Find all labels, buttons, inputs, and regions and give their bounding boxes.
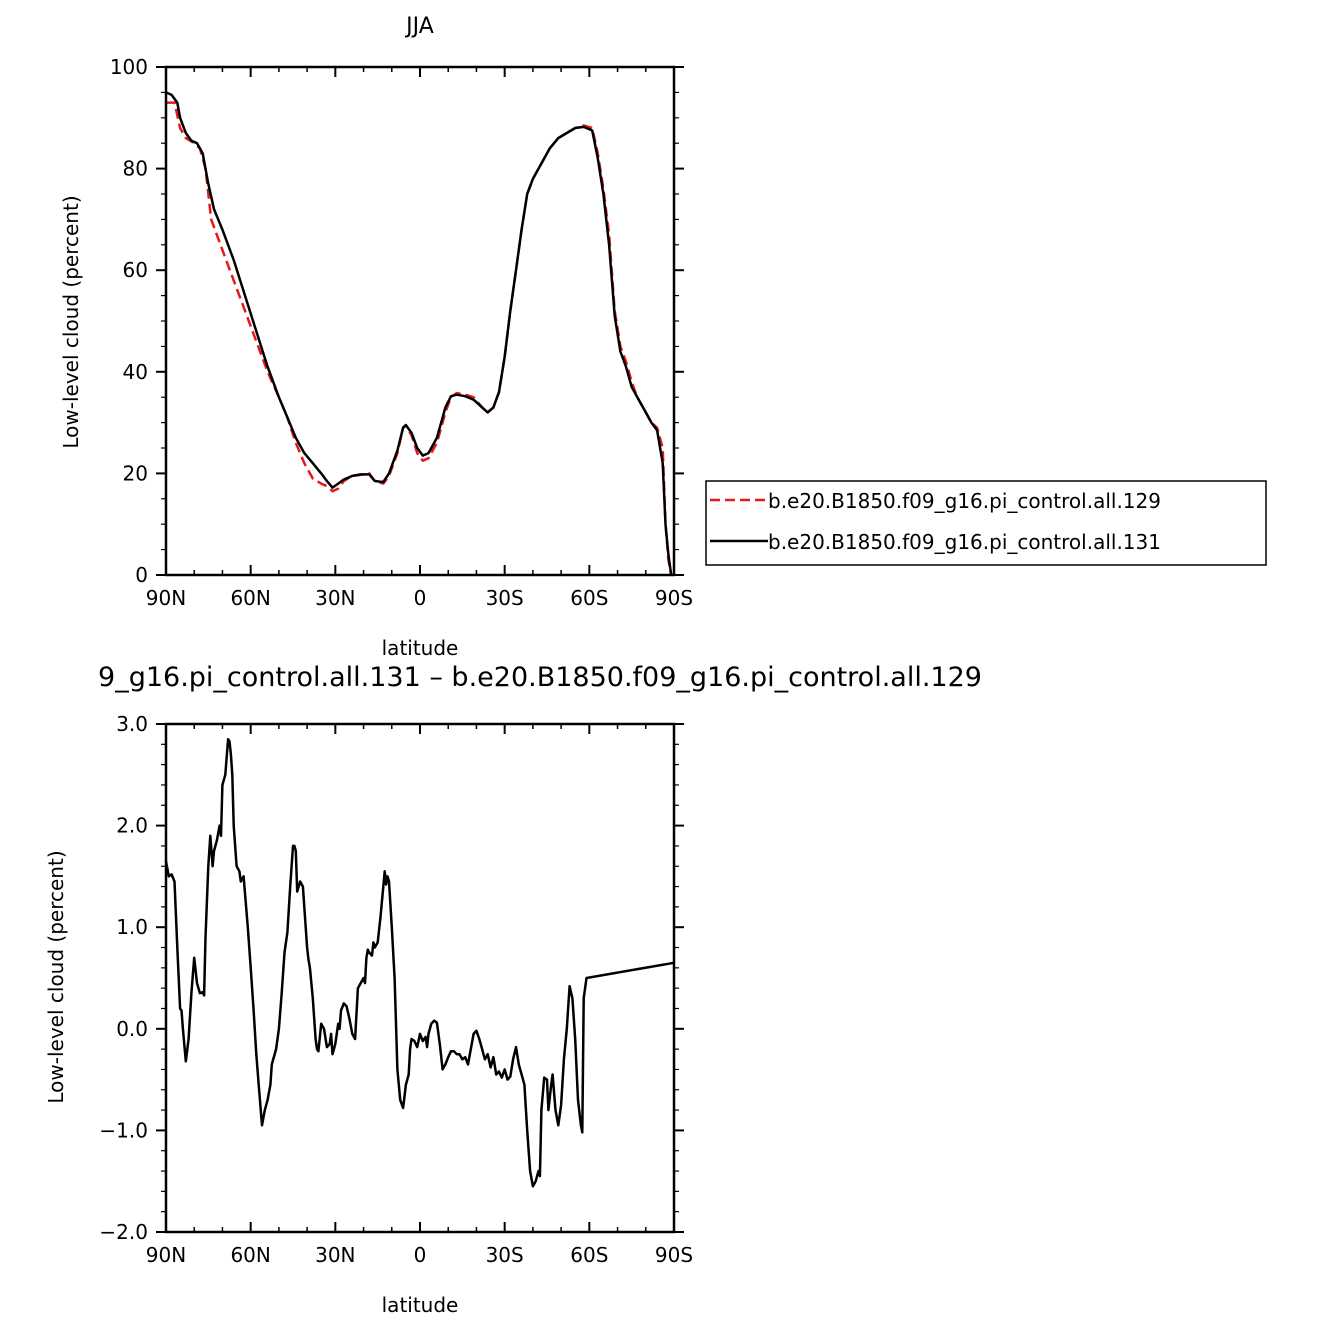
bottom-y-tick-label: −1.0 <box>99 1118 148 1142</box>
bottom-x-tick-label: 30S <box>486 1243 524 1267</box>
top-y-axis-label: Low-level cloud (percent) <box>59 195 83 448</box>
bottom-x-axis-label: latitude <box>382 1293 459 1317</box>
top-y-tick-label: 0 <box>135 563 148 587</box>
bottom-axis-ticks: 90N 60N 30N 0 30S 60S 90S −2.0 −1.0 0.0 1.0 2.0 3.0 <box>99 712 693 1267</box>
top-axis-ticks: 90N 60N 30N 0 30S 60S 90S 0 20 40 60 80 100 <box>110 55 693 610</box>
legend-label-series-129: b.e20.B1850.f09_g16.pi_control.all.129 <box>768 489 1161 513</box>
top-x-tick-label: 90N <box>146 586 186 610</box>
top-series-line-1 <box>165 91 673 576</box>
top-plot-frame <box>164 65 676 577</box>
top-y-tick-label: 100 <box>110 55 148 79</box>
legend: b.e20.B1850.f09_g16.pi_control.all.129 b… <box>705 480 1267 566</box>
top-y-tick-label: 60 <box>123 258 148 282</box>
bottom-x-tick-label: 90S <box>655 1243 693 1267</box>
bottom-x-tick-label: 30N <box>315 1243 355 1267</box>
bottom-plot-frame <box>164 722 676 1234</box>
bottom-y-tick-label: 1.0 <box>116 915 148 939</box>
top-chart-title: JJA <box>404 14 434 39</box>
top-plot-lines <box>165 91 673 576</box>
bottom-y-tick-label: −2.0 <box>99 1220 148 1244</box>
bottom-x-tick-label: 60N <box>230 1243 270 1267</box>
bottom-series-line-0 <box>164 737 675 1188</box>
bottom-y-tick-label: 0.0 <box>116 1017 148 1041</box>
top-y-tick-label: 20 <box>123 461 148 485</box>
bottom-plot-lines <box>164 737 675 1188</box>
bottom-x-tick-label: 0 <box>414 1243 427 1267</box>
top-x-tick-label: 30N <box>315 586 355 610</box>
legend-box <box>705 480 1267 566</box>
top-panel: JJA Low-level cloud (percent) latitude 9… <box>59 14 693 660</box>
top-series-line-0 <box>166 101 673 576</box>
top-y-tick-label: 40 <box>123 360 148 384</box>
top-x-tick-label: 60S <box>570 586 608 610</box>
top-x-tick-label: 30S <box>486 586 524 610</box>
top-x-tick-label: 60N <box>230 586 270 610</box>
legend-label-series-131: b.e20.B1850.f09_g16.pi_control.all.131 <box>768 530 1161 554</box>
bottom-x-tick-label: 90N <box>146 1243 186 1267</box>
bottom-chart-title: 9_g16.pi_control.all.131 – b.e20.B1850.f… <box>98 662 982 693</box>
top-x-tick-label: 0 <box>414 586 427 610</box>
bottom-x-tick-label: 60S <box>570 1243 608 1267</box>
top-x-tick-label: 90S <box>655 586 693 610</box>
top-x-axis-label: latitude <box>382 636 459 660</box>
bottom-y-tick-label: 2.0 <box>116 814 148 838</box>
bottom-panel: 9_g16.pi_control.all.131 – b.e20.B1850.f… <box>44 662 982 1317</box>
top-y-tick-label: 80 <box>123 157 148 181</box>
bottom-y-tick-label: 3.0 <box>116 712 148 736</box>
bottom-y-axis-label: Low-level cloud (percent) <box>44 850 68 1103</box>
